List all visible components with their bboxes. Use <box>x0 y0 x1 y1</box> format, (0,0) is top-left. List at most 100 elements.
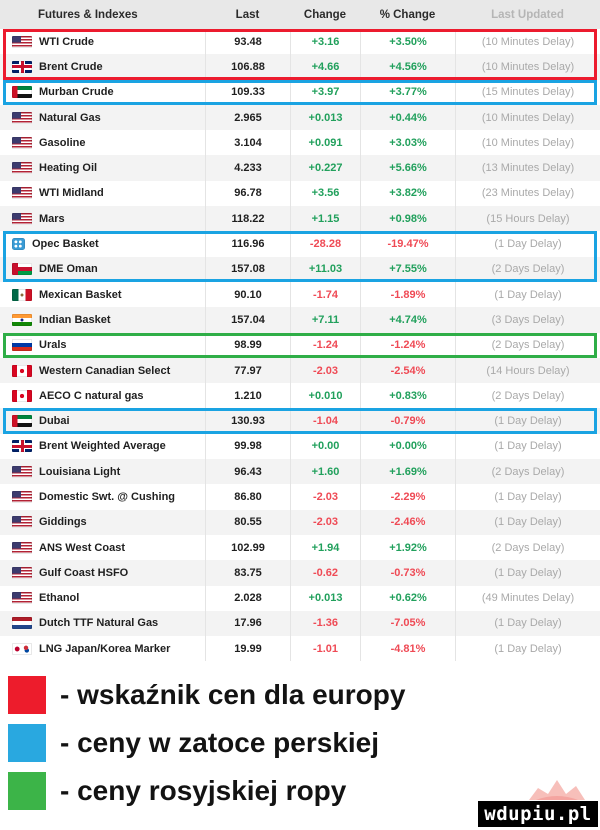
change-value: -2.03 <box>312 516 339 529</box>
last-updated-value: (2 Days Delay) <box>491 263 565 276</box>
percent-change-value: +0.00% <box>389 440 427 453</box>
last-value: 106.88 <box>231 60 265 73</box>
commodity-name: Dutch TTF Natural Gas <box>39 617 159 630</box>
flag-icon-us <box>12 592 32 605</box>
change-value: +0.013 <box>308 111 343 124</box>
last-value: 90.10 <box>234 288 262 301</box>
percent-change-value: -0.79% <box>390 415 426 428</box>
change-value: -0.62 <box>312 566 339 579</box>
table-row[interactable]: Murban Crude 109.33 +3.97 +3.77% (15 Minutes… <box>0 79 600 105</box>
flag-icon-opec <box>12 238 25 251</box>
table-row[interactable]: LNG Japan/Korea Marker 19.99 -1.01 -4.81% (1… <box>0 636 600 662</box>
percent-change-value: -2.46% <box>390 516 426 529</box>
column-header-last: Last <box>235 8 260 21</box>
table-row[interactable]: AECO C natural gas 1.210 +0.010 +0.83% (2 Da… <box>0 383 600 409</box>
table-body: WTI Crude 93.48 +3.16 +3.50% (10 Minutes Del… <box>0 29 600 662</box>
table-row[interactable]: ANS West Coast 102.99 +1.94 +1.92% (2 Days D… <box>0 534 600 561</box>
change-value: -1.36 <box>312 617 339 630</box>
commodity-name: Gulf Coast HSFO <box>39 566 129 579</box>
percent-change-value: +3.50% <box>389 35 427 48</box>
table-row[interactable]: Western Canadian Select 77.97 -2.03 -2.54% (… <box>0 357 600 384</box>
percent-change-value: +0.62% <box>389 592 427 605</box>
table-row[interactable]: Gasoline 3.104 +0.091 +3.03% (10 Minutes Del… <box>0 130 600 156</box>
change-value: +0.013 <box>308 592 343 605</box>
commodity-name: Heating Oil <box>39 162 98 175</box>
legend-item: - wskaźnik cen dla europy <box>8 676 405 714</box>
last-updated-value: (1 Day Delay) <box>494 288 562 301</box>
flag-icon-ae <box>12 415 32 428</box>
last-value: 96.43 <box>234 465 262 478</box>
table-row[interactable]: Louisiana Light 96.43 +1.60 +1.69% (2 Days D… <box>0 459 600 485</box>
table-row[interactable]: Natural Gas 2.965 +0.013 +0.44% (10 Minutes … <box>0 104 600 131</box>
percent-change-value: -1.89% <box>390 288 426 301</box>
last-value: 116.96 <box>231 238 265 251</box>
percent-change-value: +3.82% <box>389 187 427 200</box>
flag-icon-nl <box>12 617 32 630</box>
commodity-name: Mars <box>39 212 65 225</box>
last-value: 93.48 <box>234 35 262 48</box>
last-updated-value: (3 Days Delay) <box>491 313 565 326</box>
last-updated-value: (15 Hours Delay) <box>486 212 570 225</box>
commodity-name: Dubai <box>39 415 70 428</box>
table-row[interactable]: Ethanol 2.028 +0.013 +0.62% (49 Minutes Dela… <box>0 585 600 611</box>
table-row[interactable]: WTI Midland 96.78 +3.56 +3.82% (23 Minutes D… <box>0 180 600 207</box>
flag-icon-om <box>12 263 32 276</box>
table-row[interactable]: Dubai 130.93 -1.04 -0.79% (1 Day Delay) <box>0 408 600 434</box>
commodity-name: Gasoline <box>39 136 86 149</box>
last-value: 118.22 <box>231 212 265 225</box>
last-value: 98.99 <box>234 339 262 352</box>
table-row[interactable]: Brent Weighted Average 99.98 +0.00 +0.00% (1… <box>0 433 600 460</box>
change-value: -1.24 <box>312 339 339 352</box>
table-row[interactable]: Mexican Basket 90.10 -1.74 -1.89% (1 Day Del… <box>0 281 600 308</box>
last-value: 17.96 <box>234 617 262 630</box>
table-row[interactable]: Dutch TTF Natural Gas 17.96 -1.36 -7.05% (1 … <box>0 610 600 637</box>
flag-icon-in <box>12 313 32 326</box>
legend-label: - ceny rosyjskiej ropy <box>60 775 347 806</box>
table-row[interactable]: Brent Crude 106.88 +4.66 +4.56% (10 Minutes … <box>0 54 600 80</box>
commodity-name: ANS West Coast <box>39 541 125 554</box>
last-updated-value: (1 Day Delay) <box>494 238 562 251</box>
commodity-name: Domestic Swt. @ Cushing <box>39 490 176 503</box>
change-value: +0.091 <box>308 136 343 149</box>
commodity-name: Ethanol <box>39 592 80 605</box>
table-row[interactable]: Heating Oil 4.233 +0.227 +5.66% (13 Minutes … <box>0 155 600 181</box>
last-value: 99.98 <box>234 440 262 453</box>
commodity-name: Urals <box>39 339 67 352</box>
last-value: 102.99 <box>231 541 265 554</box>
change-value: -1.01 <box>312 642 339 655</box>
last-updated-value: (10 Minutes Delay) <box>481 136 575 149</box>
flag-icon-us <box>12 541 32 554</box>
last-value: 2.965 <box>234 111 262 124</box>
table-row[interactable]: Urals 98.99 -1.24 -1.24% (2 Days Delay) <box>0 332 600 358</box>
legend-label: - wskaźnik cen dla europy <box>60 679 406 710</box>
last-updated-value: (1 Day Delay) <box>494 617 562 630</box>
table-row[interactable]: Giddings 80.55 -2.03 -2.46% (1 Day Delay) <box>0 509 600 535</box>
last-updated-value: (14 Hours Delay) <box>486 364 570 377</box>
commodity-name: WTI Midland <box>39 187 104 200</box>
table-row[interactable]: DME Oman 157.08 +11.03 +7.55% (2 Days Delay) <box>0 256 600 282</box>
percent-change-value: +4.74% <box>389 313 427 326</box>
table-row[interactable]: Opec Basket 116.96 -28.28 -19.47% (1 Day Del… <box>0 231 600 257</box>
last-updated-value: (15 Minutes Delay) <box>481 86 575 99</box>
last-updated-value: (1 Day Delay) <box>494 642 562 655</box>
percent-change-value: -19.47% <box>387 238 429 251</box>
flag-icon-us <box>12 516 32 529</box>
table-row[interactable]: Mars 118.22 +1.15 +0.98% (15 Hours Delay) <box>0 206 600 232</box>
change-value: +0.227 <box>308 162 343 175</box>
table-row[interactable]: Gulf Coast HSFO 83.75 -0.62 -0.73% (1 Day De… <box>0 560 600 586</box>
table-row[interactable]: Indian Basket 157.04 +7.11 +4.74% (3 Days De… <box>0 307 600 333</box>
flag-icon-us <box>12 465 32 478</box>
last-value: 19.99 <box>234 642 262 655</box>
table-row[interactable]: Domestic Swt. @ Cushing 86.80 -2.03 -2.29% (… <box>0 484 600 510</box>
percent-change-value: -2.54% <box>390 364 426 377</box>
legend-swatch <box>8 724 46 762</box>
last-updated-value: (10 Minutes Delay) <box>481 60 575 73</box>
percent-change-value: -7.05% <box>390 617 426 630</box>
percent-change-value: +0.44% <box>389 111 427 124</box>
table-row[interactable]: WTI Crude 93.48 +3.16 +3.50% (10 Minutes Del… <box>0 29 600 55</box>
commodity-name: Murban Crude <box>39 86 114 99</box>
last-value: 157.08 <box>231 263 265 276</box>
change-value: -2.03 <box>312 364 339 377</box>
change-value: +3.97 <box>311 86 340 99</box>
percent-change-value: +7.55% <box>389 263 427 276</box>
